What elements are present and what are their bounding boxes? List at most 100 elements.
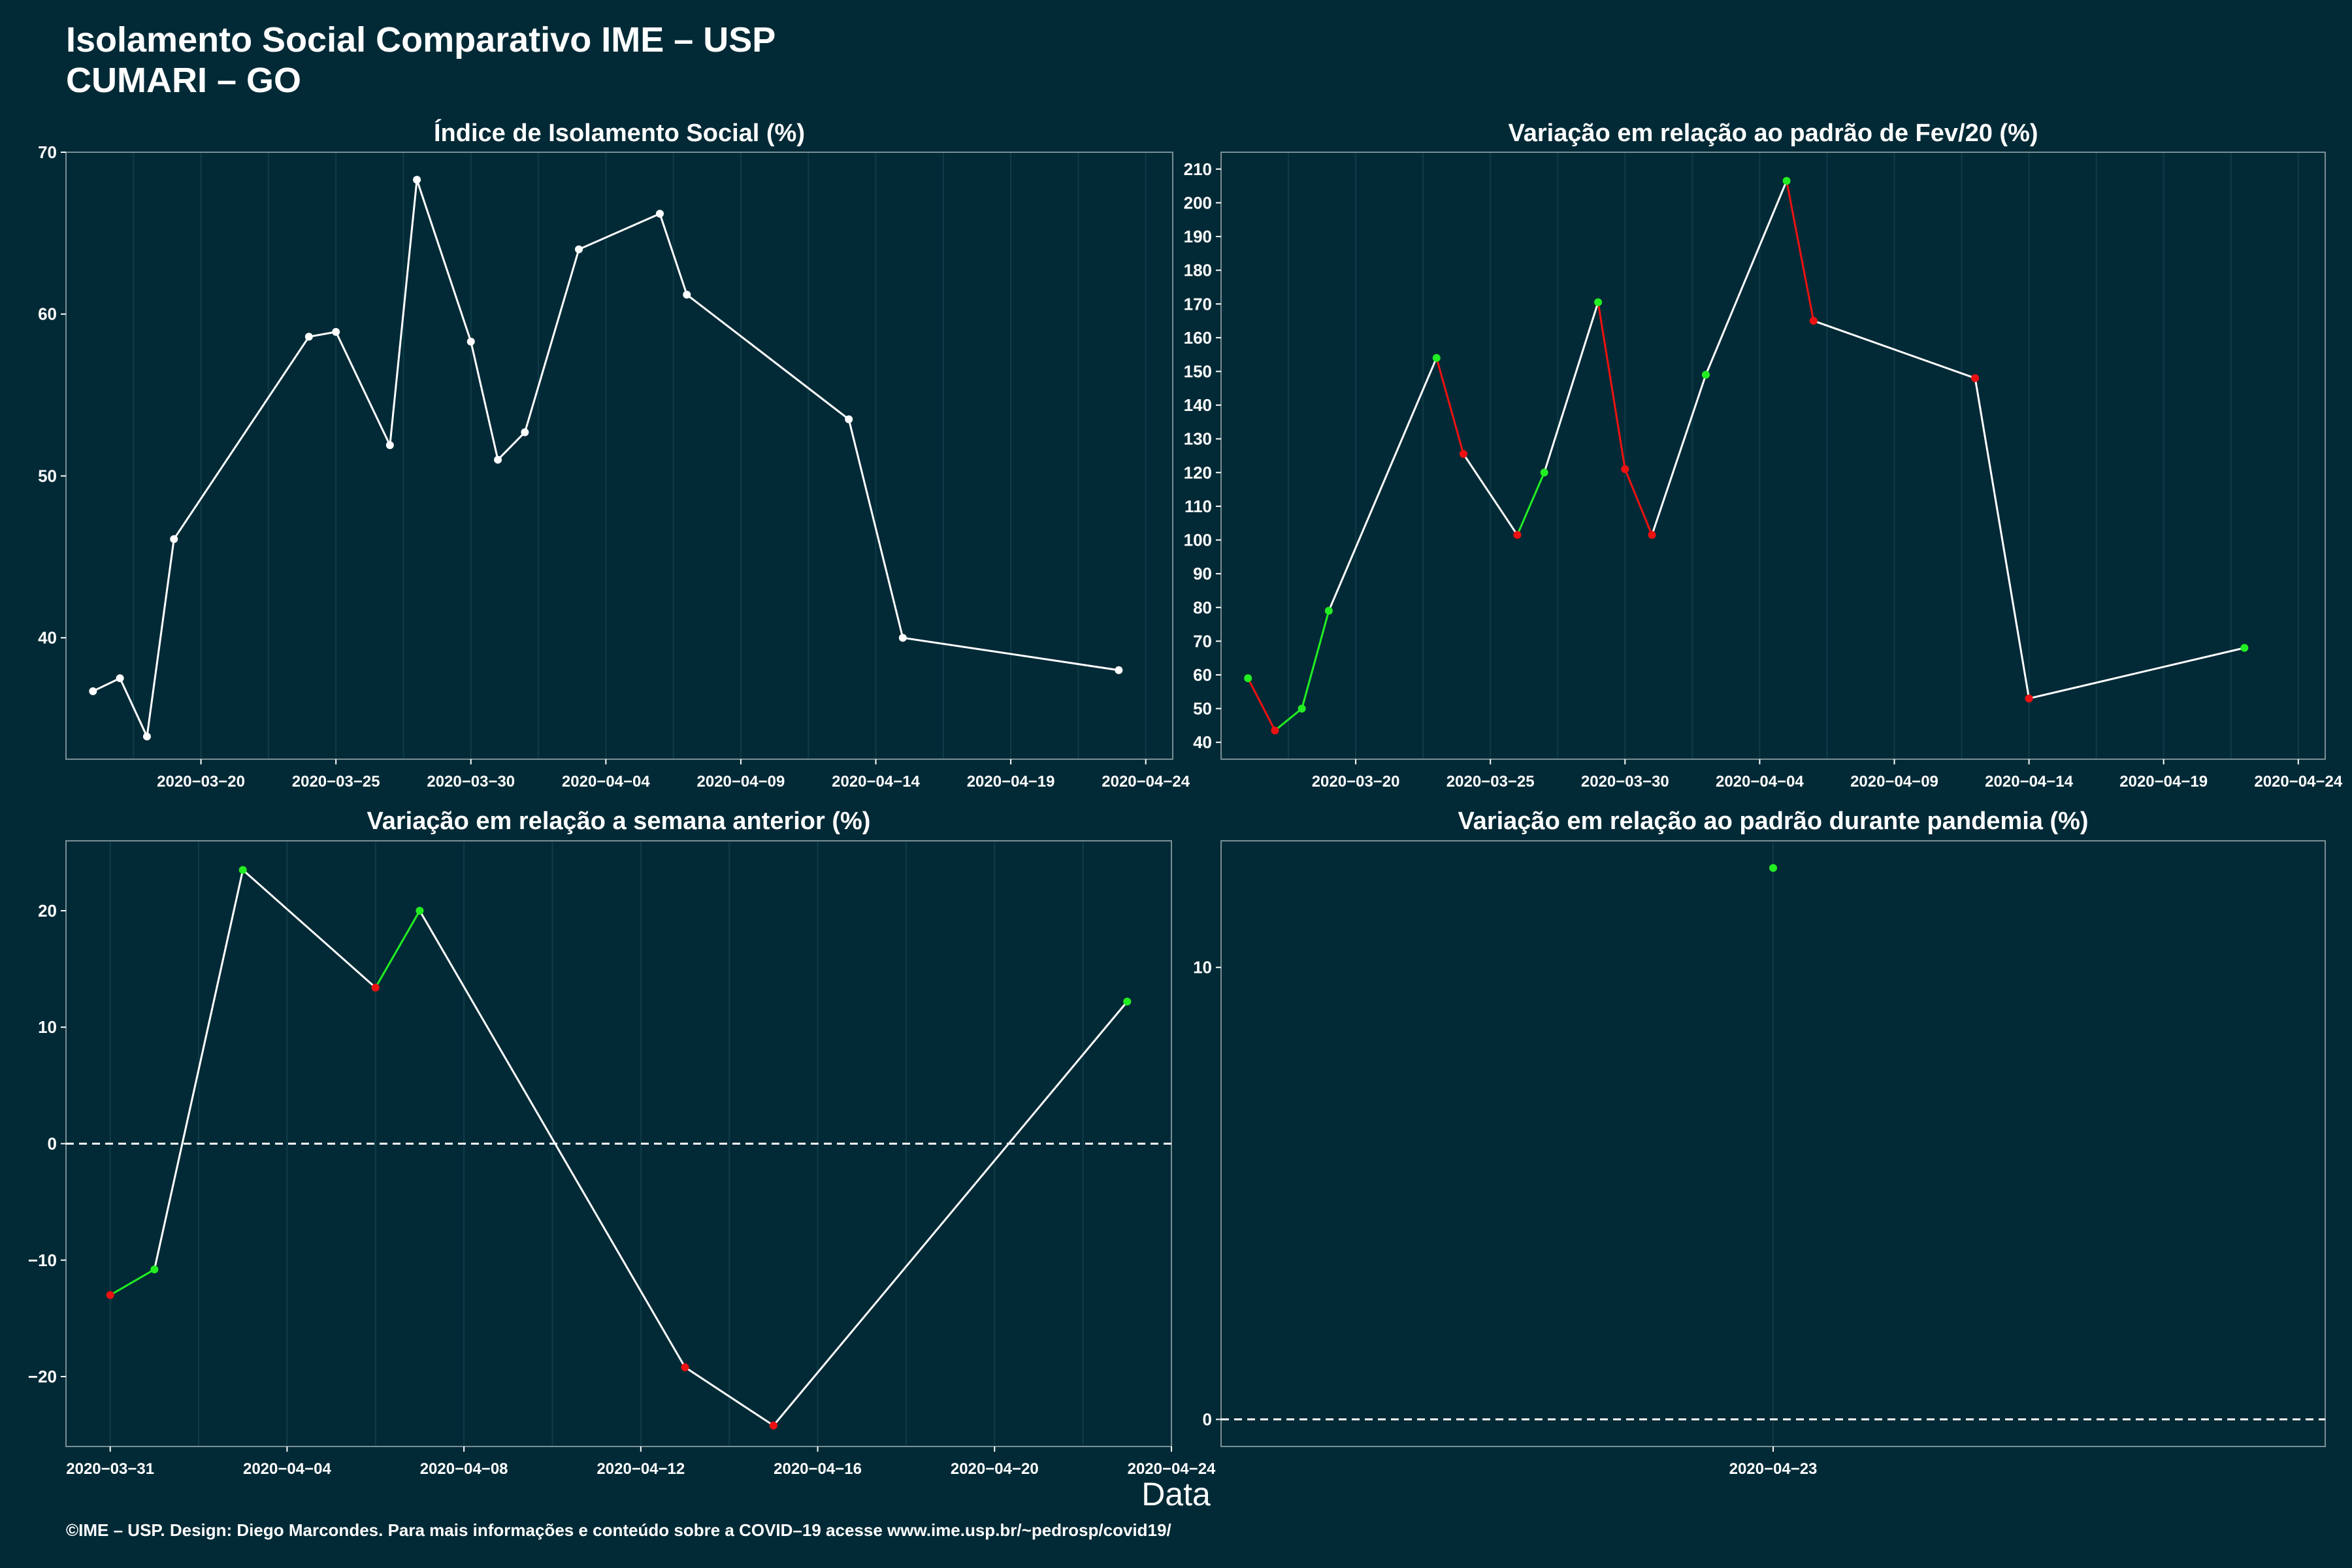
y-tick-label: 140 (1184, 395, 1212, 415)
data-point (1244, 674, 1252, 683)
data-point (898, 634, 907, 642)
y-tick-label: 80 (1193, 598, 1212, 617)
panel-variation-pandemic: Variação em relação ao padrão durante pa… (1193, 808, 2326, 1478)
data-point (371, 983, 380, 992)
series-segment (335, 331, 391, 446)
x-tick-label: 2020−04−23 (1729, 1460, 1818, 1478)
series-segment (1247, 678, 1276, 731)
data-point (1782, 176, 1791, 185)
data-point (170, 535, 178, 544)
y-tick-label: 0 (48, 1134, 57, 1154)
data-point (1621, 465, 1629, 474)
x-tick-label: 2020−03−25 (292, 773, 380, 791)
series-segment (1274, 708, 1303, 732)
data-point (142, 732, 151, 741)
x-tick-label: 2020−04−20 (951, 1460, 1039, 1478)
data-point (681, 1363, 689, 1371)
series-segment (1301, 610, 1330, 709)
y-tick-label: 40 (1193, 732, 1212, 752)
series-segment (772, 1001, 1128, 1426)
panel-title: Índice de Isolamento Social (%) (434, 118, 805, 147)
series-segment (578, 212, 661, 251)
series-segment (242, 869, 376, 988)
x-tick-label: 2020−04−24 (2254, 773, 2342, 791)
y-tick-label: 170 (1184, 294, 1212, 314)
panel-isolation-index: Índice de Isolamento Social (%) 40 50 60 70 2… (38, 118, 1190, 791)
series-segment (92, 677, 121, 693)
x-tick-label: 2020−04−14 (1985, 773, 2073, 791)
x-tick-label: 2020−04−04 (562, 773, 650, 791)
data-point (1648, 531, 1656, 539)
panel-variation-previous-week: Variação em relação a semana anterior (%… (28, 808, 1216, 1478)
series-segment (470, 341, 499, 461)
data-point (150, 1266, 159, 1274)
series-segment (1435, 357, 1465, 455)
panel-variation-feb20: Variação em relação ao padrão de Fev/20 … (1184, 120, 2343, 791)
data-point (494, 455, 502, 464)
data-point (116, 674, 124, 683)
data-point (466, 337, 475, 346)
x-tick-label: 2020−04−14 (832, 773, 920, 791)
x-tick-label: 2020−04−04 (243, 1460, 331, 1478)
data-point (655, 210, 664, 218)
data-point (1513, 531, 1522, 539)
y-tick-label: 160 (1184, 328, 1212, 348)
series-segment (497, 431, 526, 461)
y-tick-label: 200 (1184, 193, 1212, 212)
x-tick-label: 2020−03−25 (1446, 773, 1535, 791)
series-segment (1597, 302, 1626, 470)
y-tick-label: 60 (38, 304, 57, 324)
data-point (2240, 644, 2249, 652)
data-point (89, 687, 97, 695)
y-tick-label: 20 (38, 901, 57, 921)
series-segment (153, 870, 244, 1270)
y-tick-label: 60 (1193, 665, 1212, 685)
y-tick-label: 180 (1184, 261, 1212, 280)
series-segment (684, 1366, 774, 1427)
data-point (304, 333, 313, 341)
series-segment (686, 293, 850, 420)
data-point (521, 428, 529, 436)
chart-subtitle: CUMARI – GO (66, 61, 302, 100)
y-tick-label: 130 (1184, 429, 1212, 449)
series-segment (1516, 472, 1546, 536)
data-point (1971, 374, 1980, 382)
data-point (1809, 317, 1818, 325)
x-tick-label: 2020−04−24 (1102, 773, 1190, 791)
data-point (1271, 727, 1279, 735)
data-point (1769, 864, 1777, 872)
x-tick-label: 2020−03−30 (1581, 773, 1669, 791)
data-point (845, 415, 853, 423)
chart-title: Isolamento Social Comparativo IME – USP (66, 20, 776, 59)
series-segment (2029, 647, 2245, 700)
y-tick-label: 100 (1184, 531, 1212, 550)
series-segment (1543, 302, 1599, 473)
x-tick-label: 2020−03−30 (427, 773, 515, 791)
x-tick-label: 2020−04−08 (420, 1460, 508, 1478)
series-segment (1705, 180, 1788, 376)
x-tick-label: 2020−04−04 (1716, 773, 1804, 791)
y-tick-label: 110 (1184, 497, 1212, 516)
data-point (1298, 704, 1306, 713)
series-segment (1974, 378, 2031, 699)
panel-title: Variação em relação a semana anterior (%… (367, 808, 871, 835)
series-segment (416, 179, 472, 342)
data-point (1123, 998, 1132, 1006)
series-segment (419, 910, 686, 1368)
series-segment (1651, 374, 1707, 536)
y-tick-label: 40 (38, 628, 57, 647)
series-segment (1328, 357, 1438, 612)
series-segment (523, 249, 580, 433)
series-segment (146, 538, 175, 737)
data-point (106, 1291, 114, 1299)
x-tick-label: 2020−04−19 (967, 773, 1055, 791)
y-tick-label: 50 (38, 466, 57, 485)
data-point (2025, 694, 2033, 703)
x-tick-label: 2020−04−24 (1128, 1460, 1216, 1478)
x-axis-title: Data (1141, 1476, 1211, 1512)
data-point (1115, 666, 1123, 674)
x-tick-label: 2020−04−12 (596, 1460, 685, 1478)
x-tick-label: 2020−03−31 (66, 1460, 154, 1478)
x-tick-label: 2020−04−09 (697, 773, 785, 791)
y-tick-label: 210 (1184, 159, 1212, 179)
